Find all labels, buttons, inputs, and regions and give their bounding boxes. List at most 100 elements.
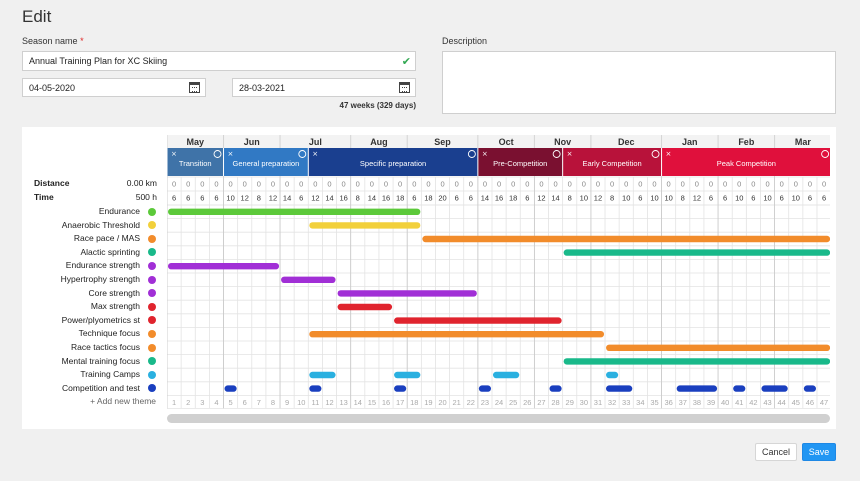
theme-bar: [563, 249, 830, 256]
add-new-theme-link[interactable]: + Add new theme: [90, 396, 156, 407]
time-cell: 6: [808, 194, 812, 203]
theme-color-dot[interactable]: [148, 221, 156, 230]
theme-color-dot[interactable]: [148, 316, 156, 325]
plan-grid-svg: May Jun Jul Aug Sep Oct Nov Dec Jan Feb Mar×Transi…: [167, 135, 830, 409]
description-textarea[interactable]: [442, 51, 836, 114]
theme-label[interactable]: Mental training focus: [61, 355, 140, 366]
distance-cell: 0: [313, 180, 317, 189]
phase-menu-icon: [552, 150, 561, 158]
theme-color-dot[interactable]: [148, 384, 156, 393]
theme-label[interactable]: Max strength: [90, 301, 140, 312]
theme-bar: [549, 385, 562, 392]
checkmark-icon: ✔: [401, 56, 411, 68]
time-cell: 6: [214, 194, 218, 203]
distance-cell: 0: [610, 180, 614, 189]
month-label: Nov: [554, 137, 571, 147]
theme-bar: [478, 385, 491, 392]
theme-label[interactable]: Competition and test: [62, 382, 140, 393]
time-cell: 16: [382, 194, 390, 203]
distance-cell: 0: [243, 180, 247, 189]
theme-label[interactable]: Alactic sprinting: [80, 246, 140, 257]
week-number: 15: [368, 398, 376, 407]
theme-bar: [394, 317, 562, 324]
distance-cell: 0: [681, 180, 685, 189]
theme-color-dot[interactable]: [148, 343, 156, 352]
theme-color-dot[interactable]: [148, 261, 156, 270]
week-number: 27: [537, 398, 545, 407]
calendar-icon[interactable]: [189, 82, 200, 93]
distance-cell: 0: [228, 180, 232, 189]
theme-color-dot[interactable]: [148, 234, 156, 243]
theme-label[interactable]: Race pace / MAS: [73, 233, 140, 244]
theme-bar: [168, 263, 280, 270]
time-cell: 8: [568, 194, 572, 203]
theme-label[interactable]: Technique focus: [78, 328, 140, 339]
phase-block: ×General preparation: [224, 148, 308, 176]
theme-bar: [492, 371, 520, 379]
required-mark: *: [80, 36, 84, 46]
theme-label[interactable]: Core strength: [88, 287, 141, 298]
theme-bar: [337, 290, 477, 297]
time-cell: 6: [200, 194, 204, 203]
week-number: 2: [186, 398, 190, 407]
week-number: 23: [481, 398, 489, 407]
distance-cell: 0: [398, 180, 402, 189]
save-button[interactable]: Save: [802, 443, 836, 461]
season-name-value: Annual Training Plan for XC Skiing: [29, 56, 168, 66]
phase-menu-icon: [298, 150, 307, 158]
time-cell: 12: [537, 194, 545, 203]
distance-cell: 0: [440, 180, 444, 189]
week-number: 34: [636, 398, 644, 407]
theme-color-dot[interactable]: [148, 207, 156, 216]
theme-color-dot[interactable]: [148, 275, 156, 284]
distance-cell: 0: [723, 180, 727, 189]
theme-color-dot[interactable]: [148, 302, 156, 311]
time-cell: 12: [693, 194, 701, 203]
theme-label[interactable]: Training Camps: [80, 369, 140, 380]
time-cell: 10: [650, 194, 658, 203]
theme-label[interactable]: Endurance strength: [65, 260, 140, 271]
start-date-value: 04-05-2020: [29, 82, 76, 93]
week-number: 30: [580, 398, 588, 407]
season-name-input[interactable]: Annual Training Plan for XC Skiing ✔: [22, 51, 416, 71]
phase-block: ×Transition: [167, 148, 224, 176]
time-cell: 10: [664, 194, 672, 203]
horizontal-scrollbar[interactable]: [167, 414, 830, 423]
theme-label[interactable]: Race tactics focus: [71, 342, 140, 352]
phase-remove-icon: ×: [171, 150, 177, 158]
week-number: 43: [763, 398, 771, 407]
theme-color-dot[interactable]: [148, 289, 156, 298]
distance-cell: 0: [483, 180, 487, 189]
theme-color-dot[interactable]: [148, 248, 156, 257]
theme-color-dot[interactable]: [148, 370, 156, 379]
theme-label[interactable]: Power/plyometrics st: [61, 314, 140, 325]
time-cell: 10: [735, 194, 743, 203]
month-label: Mar: [795, 137, 812, 147]
time-cell: 10: [226, 194, 234, 203]
theme-bar: [224, 385, 237, 392]
start-date-input[interactable]: 04-05-2020: [22, 78, 206, 97]
week-number: 31: [594, 398, 602, 407]
theme-color-dot[interactable]: [148, 357, 156, 366]
duration-text: 47 weeks (329 days): [339, 101, 417, 110]
time-cell: 14: [481, 194, 489, 203]
end-date-input[interactable]: 28-03-2021: [232, 78, 416, 97]
theme-bar: [563, 358, 830, 365]
distance-cell: 0: [638, 180, 642, 189]
theme-color-dot[interactable]: [148, 329, 156, 338]
distance-cell: 0: [794, 180, 798, 189]
theme-label[interactable]: Anaerobic Threshold: [61, 219, 140, 230]
theme-label[interactable]: Endurance: [98, 206, 140, 216]
cancel-button[interactable]: Cancel: [755, 443, 797, 461]
distance-cell: 0: [271, 180, 275, 189]
month-label: Jan: [682, 137, 698, 147]
theme-bar: [281, 276, 336, 283]
time-cell: 10: [622, 194, 630, 203]
distance-cell: 0: [214, 180, 218, 189]
calendar-icon[interactable]: [399, 82, 410, 93]
distance-cell: 0: [172, 180, 176, 189]
plan-grid[interactable]: May Jun Jul Aug Sep Oct Nov Dec Jan Feb Mar × Transi…: [167, 135, 830, 411]
week-number: 17: [396, 398, 404, 407]
theme-label[interactable]: Hypertrophy strength: [60, 274, 140, 284]
month-label: Aug: [370, 137, 388, 147]
